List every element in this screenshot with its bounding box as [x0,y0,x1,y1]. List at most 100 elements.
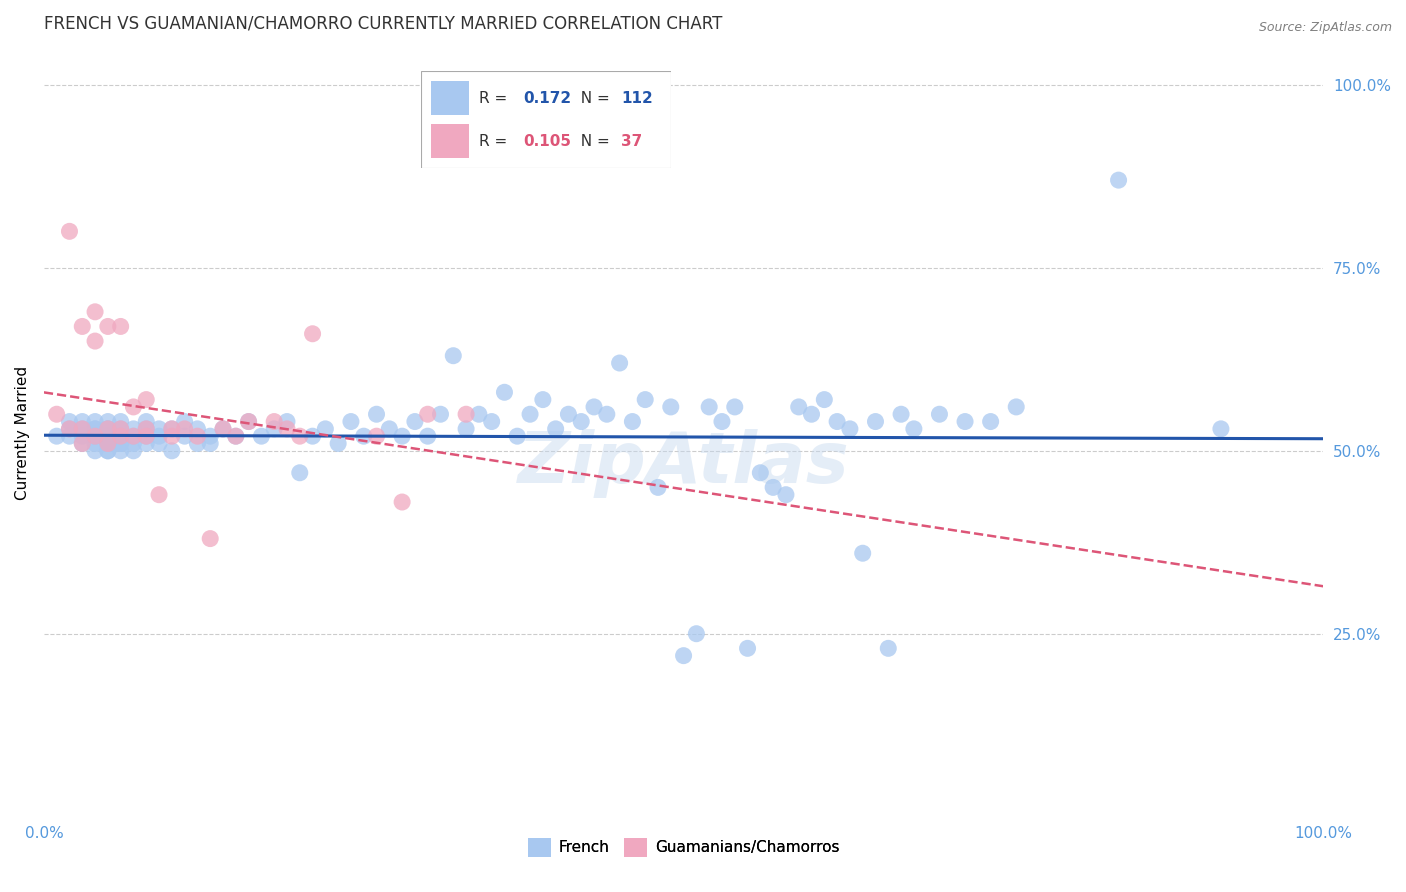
Point [58,224,80,238]
Point [621,415,644,429]
Point [160,422,183,436]
Point [110,415,132,429]
Point [813,392,835,407]
Point [544,422,567,436]
Point [186,422,208,436]
Point [659,400,682,414]
Point [200,436,222,450]
Point [890,407,912,421]
Point [72,422,94,436]
Point [494,385,516,400]
Point [1108,173,1130,187]
Point [97,422,120,436]
Point [84,422,107,436]
Point [800,407,823,421]
Point [238,415,260,429]
Point [160,422,183,436]
Point [72,436,94,450]
Point [97,436,120,450]
Point [276,415,298,429]
Point [1005,400,1028,414]
Point [97,422,120,436]
Point [148,436,170,450]
Point [72,422,94,436]
Point [263,415,285,429]
Point [366,407,388,421]
Point [135,436,157,450]
Point [200,429,222,443]
Point [135,429,157,443]
Point [980,415,1002,429]
Point [787,400,810,414]
Point [122,443,145,458]
Point [122,436,145,450]
Point [97,436,120,450]
Point [135,422,157,436]
Point [110,429,132,443]
Point [97,443,120,458]
Point [250,429,273,443]
Point [186,436,208,450]
Point [609,356,631,370]
Point [928,407,950,421]
Point [877,641,900,656]
Point [173,429,195,443]
Point [582,400,605,414]
Point [416,407,439,421]
Point [84,436,107,450]
Point [135,392,157,407]
Point [519,407,541,421]
Point [288,466,311,480]
Point [97,429,120,443]
Point [391,495,413,509]
Point [852,546,875,560]
Point [160,429,183,443]
Point [838,422,860,436]
Point [953,415,976,429]
Point [58,422,80,436]
Point [135,422,157,436]
Point [328,436,350,450]
Point [148,422,170,436]
Point [288,429,311,443]
Point [72,429,94,443]
Point [135,429,157,443]
Text: ZipAtlas: ZipAtlas [517,429,849,498]
Point [58,422,80,436]
Point [110,319,132,334]
Point [72,319,94,334]
Point [378,422,401,436]
Point [481,415,503,429]
Point [58,429,80,443]
Point [775,488,797,502]
Point [749,466,772,480]
Point [454,407,477,421]
Point [276,422,298,436]
Point [110,422,132,436]
Point [84,305,107,319]
Point [110,443,132,458]
Point [353,429,375,443]
Point [186,429,208,443]
Point [84,415,107,429]
Point [84,429,107,443]
Point [737,641,759,656]
Legend: French, Guamanians/Chamorros: French, Guamanians/Chamorros [522,832,845,863]
Point [97,429,120,443]
Point [110,436,132,450]
Point [97,415,120,429]
Point [865,415,887,429]
Point [97,436,120,450]
Text: FRENCH VS GUAMANIAN/CHAMORRO CURRENTLY MARRIED CORRELATION CHART: FRENCH VS GUAMANIAN/CHAMORRO CURRENTLY M… [44,15,723,33]
Point [238,415,260,429]
Point [148,429,170,443]
Point [825,415,848,429]
Point [404,415,426,429]
Point [72,436,94,450]
Point [84,422,107,436]
Point [685,626,707,640]
Point [97,443,120,458]
Point [122,429,145,443]
Point [301,429,323,443]
Point [634,392,657,407]
